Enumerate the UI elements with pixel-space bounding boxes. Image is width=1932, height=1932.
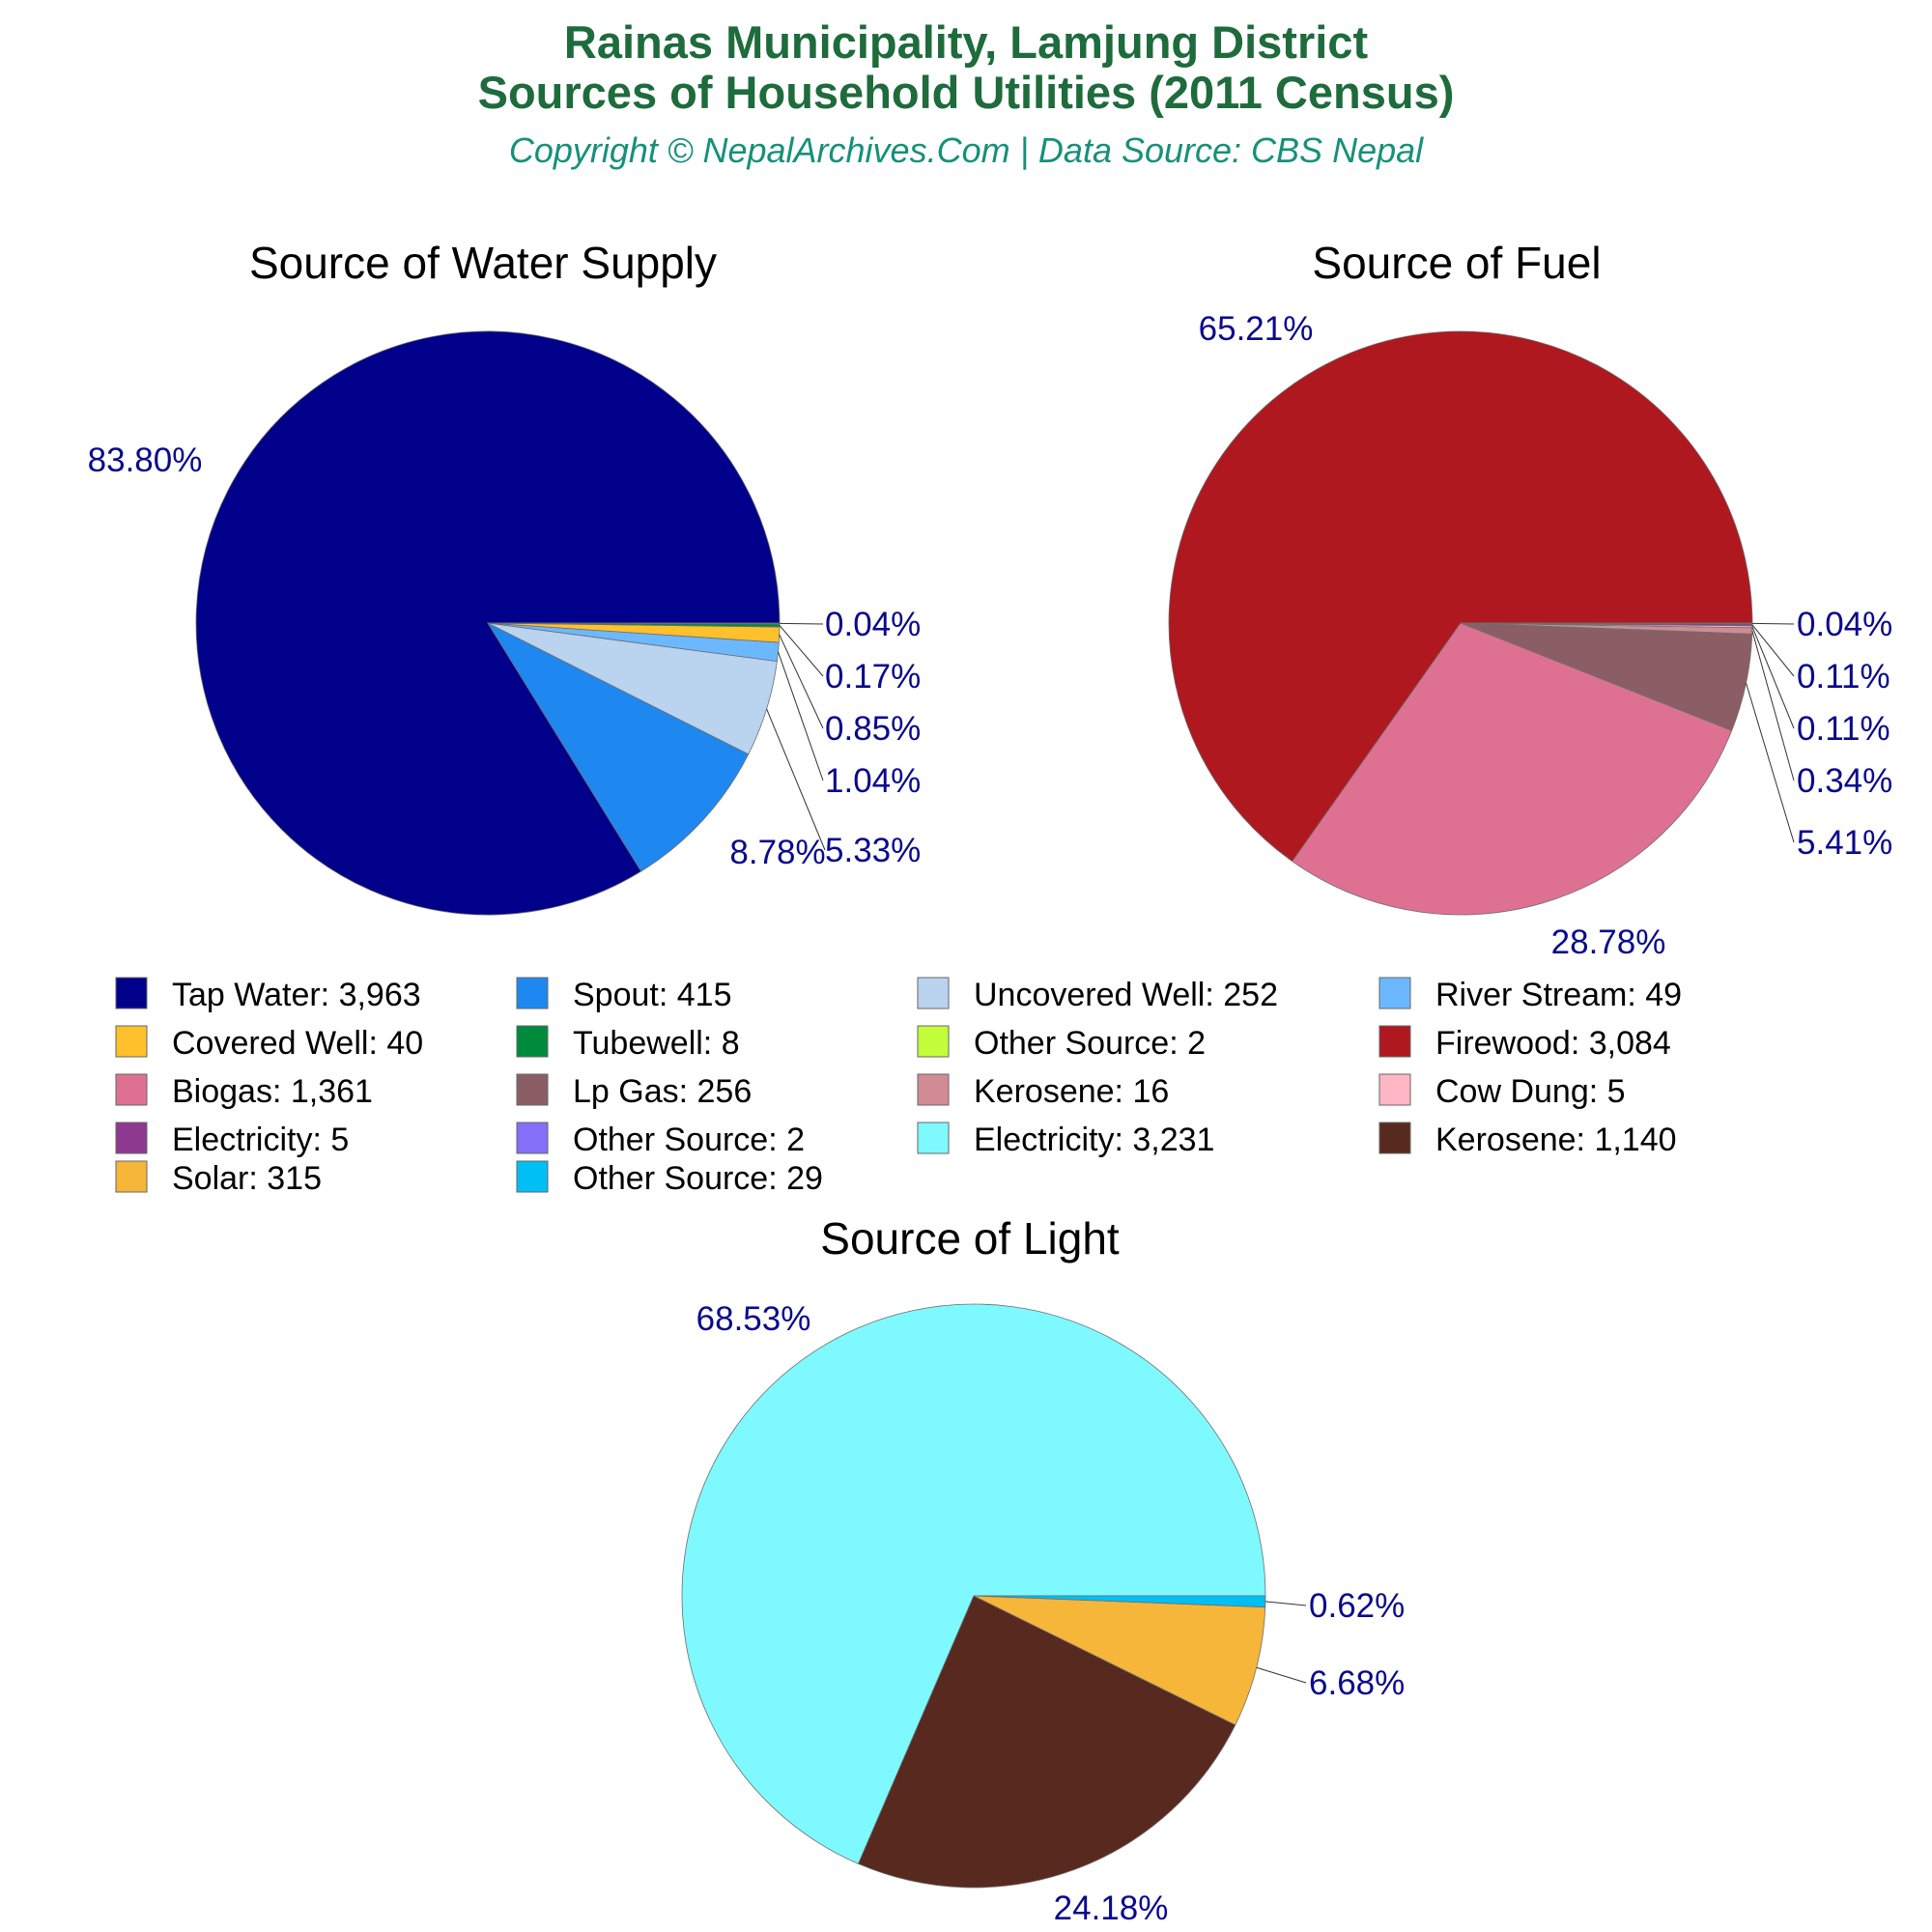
legend-label: Cow Dung: 5: [1435, 1073, 1626, 1110]
water-chart-title: Source of Water Supply: [249, 238, 717, 288]
light-percent-label: 0.62%: [1309, 1587, 1405, 1625]
fuel-leader-line: [1751, 624, 1795, 677]
legend-swatch: [917, 1025, 950, 1058]
legend-swatch: [115, 1025, 148, 1058]
fuel-percent-label: 0.11%: [1797, 710, 1890, 748]
main-title-line-1: Rainas Municipality, Lamjung District: [564, 16, 1369, 68]
fuel-percent-label: 0.34%: [1797, 762, 1892, 800]
light-leader-line: [1264, 1601, 1307, 1606]
legend-swatch: [115, 1160, 148, 1193]
legend-swatch: [516, 1025, 549, 1058]
legend-label: Other Source: 2: [974, 1025, 1206, 1062]
legend-label: Electricity: 3,231: [974, 1122, 1214, 1158]
legend-label: Spout: 415: [573, 977, 731, 1013]
legend-label: Lp Gas: 256: [573, 1073, 752, 1110]
light-chart-title: Source of Light: [820, 1213, 1120, 1264]
fuel-slice-firewood: [1168, 330, 1753, 863]
legend-label: Other Source: 29: [573, 1160, 823, 1197]
legend-swatch: [115, 1122, 148, 1154]
water-percent-label: 0.85%: [825, 710, 921, 748]
fuel-leader-line: [1746, 683, 1795, 843]
fuel-pie: 65.21% 28.78% 5.41% 0.34% 0.11% 0.11% 0.04%: [1168, 310, 1892, 961]
legend-swatch: [917, 1122, 950, 1154]
water-leader-line: [779, 622, 824, 625]
light-percent-label: 6.68%: [1309, 1664, 1405, 1702]
light-percent-label: 68.53%: [696, 1300, 811, 1338]
fuel-leader-line: [1751, 626, 1795, 729]
fuel-percent-label: 5.41%: [1797, 824, 1892, 862]
legend-swatch: [115, 977, 148, 1009]
legend-label: River Stream: 49: [1435, 977, 1682, 1013]
water-percent-label: 83.80%: [88, 441, 203, 479]
light-percent-label: 24.18%: [1054, 1889, 1169, 1927]
water-pie: 83.80% 8.78% 5.33% 1.04% 0.85% 0.17% 0.04%: [88, 330, 921, 916]
legend-label: Other Source: 2: [573, 1122, 805, 1158]
legend-swatch: [516, 1122, 549, 1154]
legend-label: Firewood: 3,084: [1435, 1025, 1671, 1062]
light-slice-electricity: [681, 1303, 1266, 1864]
legend-swatch: [115, 1073, 148, 1106]
legend-label: Uncovered Well: 252: [974, 977, 1278, 1013]
water-percent-label: 0.17%: [825, 658, 921, 696]
water-leader-line: [778, 651, 824, 781]
light-leader-line: [1256, 1666, 1307, 1684]
legend-label: Electricity: 5: [172, 1122, 349, 1158]
light-slice-solar: [973, 1595, 1266, 1726]
fuel-slice-biogas: [1292, 622, 1733, 916]
fuel-leader-line: [1751, 630, 1795, 781]
fuel-percent-label: 0.04%: [1797, 606, 1892, 643]
water-percent-label: 1.04%: [825, 762, 921, 800]
legend-label: Kerosene: 1,140: [1435, 1122, 1677, 1158]
water-leader-line: [779, 634, 824, 729]
legend-swatch: [1378, 1122, 1411, 1154]
legend-swatch: [516, 1160, 549, 1193]
water-percent-label: 5.33%: [825, 832, 921, 869]
fuel-percent-label: 0.11%: [1797, 658, 1890, 696]
fuel-percent-label: 28.78%: [1551, 923, 1666, 961]
legend-label: Kerosene: 16: [974, 1073, 1169, 1110]
fuel-leader-line: [1751, 622, 1795, 625]
legend-swatch: [516, 977, 549, 1009]
fuel-chart-title: Source of Fuel: [1312, 238, 1601, 288]
legend-swatch: [917, 977, 950, 1009]
legend-label: Solar: 315: [172, 1160, 322, 1197]
legend: Tap Water: 3,963 Spout: 415 Uncovered Well…: [115, 977, 1682, 1197]
legend-swatch: [1378, 1025, 1411, 1058]
main-title-line-2: Sources of Household Utilities (2011 Cen…: [478, 67, 1455, 118]
legend-label: Tap Water: 3,963: [172, 977, 421, 1013]
water-leader-line: [779, 625, 824, 677]
legend-label: Tubewell: 8: [573, 1025, 740, 1062]
water-slice-spout: [486, 622, 750, 872]
light-slice-kerosene: [857, 1595, 1236, 1889]
fuel-percent-label: 65.21%: [1199, 310, 1314, 348]
legend-swatch: [1378, 977, 1411, 1009]
copyright-subtitle: Copyright © NepalArchives.Com | Data Sou…: [509, 130, 1424, 170]
legend-swatch: [917, 1073, 950, 1106]
light-pie: 68.53% 24.18% 6.68% 0.62%: [681, 1300, 1405, 1927]
water-percent-label: 8.78%: [729, 834, 825, 871]
legend-label: Biogas: 1,361: [172, 1073, 373, 1110]
legend-swatch: [1378, 1073, 1411, 1106]
legend-label: Covered Well: 40: [172, 1025, 423, 1062]
water-leader-line: [766, 708, 826, 851]
legend-swatch: [516, 1073, 549, 1106]
water-percent-label: 0.04%: [825, 606, 921, 643]
